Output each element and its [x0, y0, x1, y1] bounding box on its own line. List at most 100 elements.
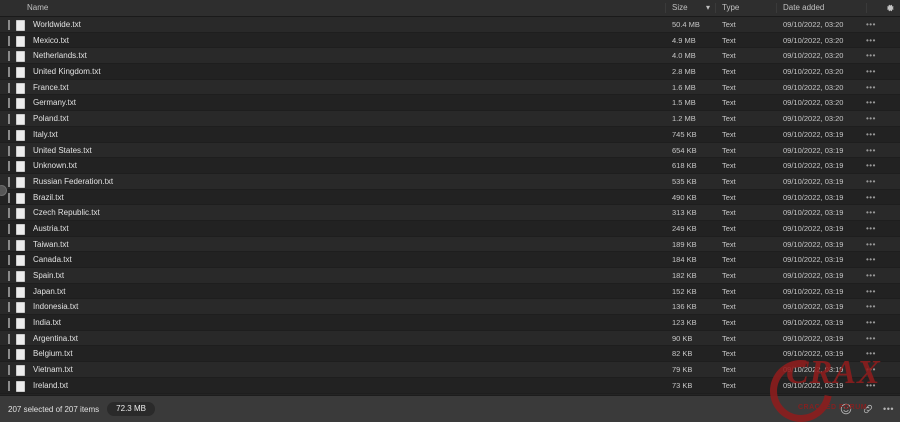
file-date-added: 09/10/2022, 03:19 [783, 333, 844, 343]
row-more-icon[interactable]: ••• [866, 192, 876, 202]
row-more-icon[interactable]: ••• [866, 318, 876, 328]
row-more-icon[interactable]: ••• [866, 380, 876, 390]
table-row[interactable]: Unknown.txt 618 KB Text 09/10/2022, 03:19 ••… [0, 158, 900, 174]
row-more-icon[interactable]: ••• [866, 349, 876, 359]
row-more-icon[interactable]: ••• [866, 255, 876, 265]
file-date-added: 09/10/2022, 03:19 [783, 318, 844, 328]
table-row[interactable]: Russian Federation.txt 535 KB Text 09/10/20… [0, 173, 900, 190]
file-type: Text [722, 51, 736, 61]
row-more-icon[interactable]: ••• [866, 286, 876, 296]
row-more-icon[interactable]: ••• [866, 302, 876, 312]
row-more-icon[interactable]: ••• [866, 333, 876, 343]
sort-chevron-down-icon[interactable]: ▾ [705, 3, 710, 12]
file-name: Belgium.txt [33, 349, 73, 359]
file-icon [16, 20, 25, 31]
file-icon [16, 318, 25, 330]
table-row[interactable]: Czech Republic.txt 313 KB Text 09/10/2022, … [0, 205, 900, 221]
table-row[interactable]: Austria.txt 249 KB Text 09/10/2022, 03:19 ••… [0, 220, 900, 237]
table-row[interactable]: Japan.txt 152 KB Text 09/10/2022, 03:19 ••• [0, 283, 900, 300]
file-type: Text [722, 239, 736, 249]
row-more-icon[interactable]: ••• [866, 223, 876, 233]
row-more-icon[interactable]: ••• [866, 35, 876, 45]
row-more-icon[interactable]: ••• [866, 161, 876, 171]
row-more-icon[interactable]: ••• [866, 239, 876, 249]
column-header-name[interactable]: Name [27, 3, 49, 12]
file-name: Indonesia.txt [33, 302, 79, 312]
row-more-icon[interactable]: ••• [866, 67, 876, 77]
row-more-icon[interactable]: ••• [866, 98, 876, 108]
table-row[interactable]: India.txt 123 KB Text 09/10/2022, 03:19 ••• [0, 315, 900, 331]
file-date-added: 09/10/2022, 03:20 [783, 51, 844, 61]
selection-indicator [8, 239, 10, 250]
file-name: Poland.txt [33, 114, 69, 124]
file-icon [16, 255, 25, 267]
table-row[interactable]: Poland.txt 1.2 MB Text 09/10/2022, 03:20 ••• [0, 111, 900, 127]
table-row[interactable]: Indonesia.txt 136 KB Text 09/10/2022, 03:19… [0, 299, 900, 316]
table-row[interactable]: Spain.txt 182 KB Text 09/10/2022, 03:19 ••• [0, 268, 900, 284]
file-size: 654 KB [672, 145, 697, 155]
table-row[interactable]: France.txt 1.6 MB Text 09/10/2022, 03:20 ••• [0, 79, 900, 96]
row-more-icon[interactable]: ••• [866, 114, 876, 124]
column-header-date-added[interactable]: Date added [783, 3, 825, 12]
row-more-icon[interactable]: ••• [866, 176, 876, 186]
selection-indicator [8, 380, 10, 391]
table-row[interactable]: Germany.txt 1.5 MB Text 09/10/2022, 03:20 ••… [0, 95, 900, 112]
file-type: Text [722, 255, 736, 265]
file-icon [16, 239, 25, 251]
column-header-size[interactable]: Size [672, 3, 688, 12]
selection-indicator [8, 365, 10, 376]
selection-indicator [8, 20, 10, 30]
row-more-icon[interactable]: ••• [866, 145, 876, 155]
scrollbar-handle[interactable] [0, 185, 7, 196]
row-more-icon[interactable]: ••• [866, 271, 876, 280]
file-size: 1.6 MB [672, 82, 696, 92]
row-more-icon[interactable]: ••• [866, 129, 876, 139]
column-header-type[interactable]: Type [722, 3, 740, 12]
file-icon [16, 114, 25, 126]
gear-icon[interactable] [884, 2, 896, 14]
table-row[interactable]: Worldwide.txt 50.4 MB Text 09/10/2022, 03:2… [0, 17, 900, 33]
file-name: Brazil.txt [33, 192, 64, 202]
selection-indicator [8, 286, 10, 297]
row-more-icon[interactable]: ••• [866, 208, 876, 218]
table-row[interactable]: Italy.txt 745 KB Text 09/10/2022, 03:19 ••• [0, 126, 900, 143]
file-type: Text [722, 20, 736, 29]
table-row[interactable]: United Kingdom.txt 2.8 MB Text 09/10/2022, … [0, 64, 900, 80]
table-row[interactable]: Vietnam.txt 79 KB Text 09/10/2022, 03:19 ••• [0, 362, 900, 378]
table-row[interactable]: Brazil.txt 490 KB Text 09/10/2022, 03:19 ••• [0, 189, 900, 206]
file-size: 189 KB [672, 239, 697, 249]
selection-indicator [8, 333, 10, 344]
file-size: 90 KB [672, 333, 693, 343]
row-more-icon[interactable]: ••• [866, 82, 876, 92]
file-name: Argentina.txt [33, 333, 78, 343]
file-name: France.txt [33, 82, 69, 92]
row-more-icon[interactable]: ••• [866, 51, 876, 61]
table-row[interactable]: Canada.txt 184 KB Text 09/10/2022, 03:19 ••• [0, 252, 900, 268]
link-icon[interactable] [861, 403, 874, 416]
file-date-added: 09/10/2022, 03:19 [783, 223, 844, 233]
file-list[interactable]: Worldwide.txt 50.4 MB Text 09/10/2022, 03:2… [0, 17, 900, 395]
table-row[interactable]: Netherlands.txt 4.0 MB Text 09/10/2022, 03:… [0, 48, 900, 65]
file-date-added: 09/10/2022, 03:19 [783, 349, 844, 359]
table-row[interactable]: Belgium.txt 82 KB Text 09/10/2022, 03:19 ••• [0, 346, 900, 363]
file-type: Text [722, 176, 736, 186]
row-more-icon[interactable]: ••• [866, 20, 876, 29]
file-date-added: 09/10/2022, 03:19 [783, 129, 844, 139]
file-name: Austria.txt [33, 223, 69, 233]
table-row[interactable]: Taiwan.txt 189 KB Text 09/10/2022, 03:19 ••• [0, 236, 900, 253]
file-name: Spain.txt [33, 271, 65, 280]
smiley-icon[interactable] [839, 403, 852, 416]
file-icon [16, 67, 25, 79]
file-icon [16, 208, 25, 220]
table-row[interactable]: United States.txt 654 KB Text 09/10/2022, 0… [0, 142, 900, 159]
file-date-added: 09/10/2022, 03:19 [783, 365, 844, 375]
file-size: 136 KB [672, 302, 697, 312]
table-row[interactable]: Ireland.txt 73 KB Text 09/10/2022, 03:19 ••• [0, 377, 900, 394]
file-name: Czech Republic.txt [33, 208, 100, 218]
row-more-icon[interactable]: ••• [866, 365, 876, 375]
table-row[interactable]: Argentina.txt 90 KB Text 09/10/2022, 03:19 •… [0, 330, 900, 347]
column-divider [665, 3, 666, 13]
table-row[interactable]: Mexico.txt 4.9 MB Text 09/10/2022, 03:20 ••• [0, 32, 900, 49]
more-options-icon[interactable]: ••• [883, 403, 894, 414]
file-icon [16, 271, 25, 282]
